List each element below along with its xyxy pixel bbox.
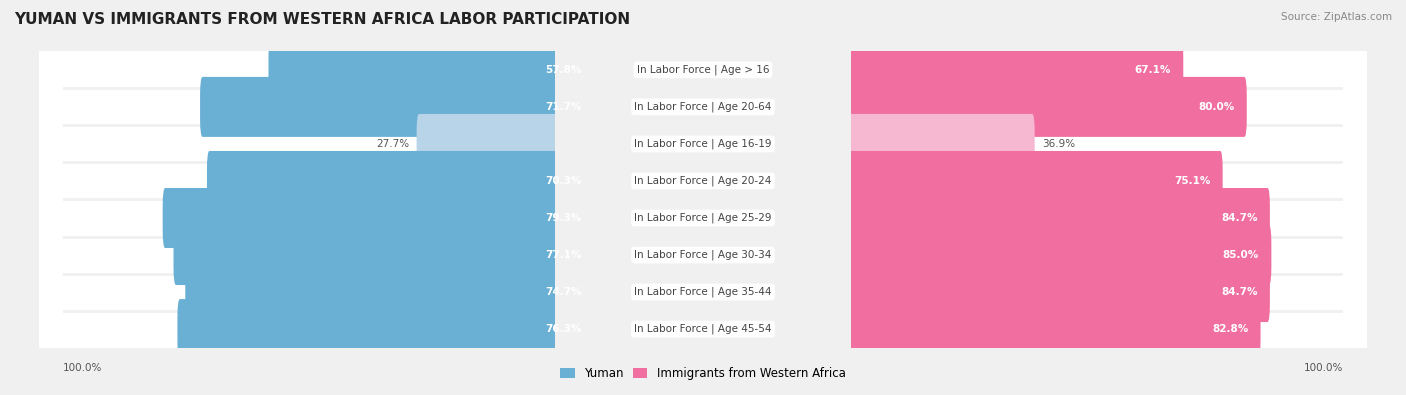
FancyBboxPatch shape (851, 51, 1367, 88)
FancyBboxPatch shape (163, 188, 558, 248)
Text: 100.0%: 100.0% (63, 363, 103, 373)
FancyBboxPatch shape (38, 51, 555, 88)
Text: 67.1%: 67.1% (1135, 65, 1171, 75)
Text: 70.3%: 70.3% (546, 176, 582, 186)
FancyBboxPatch shape (38, 162, 555, 199)
FancyBboxPatch shape (269, 40, 558, 100)
FancyBboxPatch shape (173, 225, 558, 285)
FancyBboxPatch shape (38, 88, 555, 126)
Text: In Labor Force | Age 20-24: In Labor Force | Age 20-24 (634, 176, 772, 186)
Text: 84.7%: 84.7% (1220, 287, 1257, 297)
FancyBboxPatch shape (416, 114, 558, 174)
Text: In Labor Force | Age 25-29: In Labor Force | Age 25-29 (634, 213, 772, 223)
FancyBboxPatch shape (848, 77, 1247, 137)
FancyBboxPatch shape (848, 151, 1223, 211)
FancyBboxPatch shape (848, 188, 1270, 248)
Text: YUMAN VS IMMIGRANTS FROM WESTERN AFRICA LABOR PARTICIPATION: YUMAN VS IMMIGRANTS FROM WESTERN AFRICA … (14, 12, 630, 27)
Text: 74.7%: 74.7% (546, 287, 582, 297)
FancyBboxPatch shape (851, 88, 1367, 126)
Text: 85.0%: 85.0% (1223, 250, 1260, 260)
FancyBboxPatch shape (38, 273, 555, 310)
FancyBboxPatch shape (851, 162, 1367, 199)
FancyBboxPatch shape (200, 77, 558, 137)
Text: 79.3%: 79.3% (546, 213, 582, 223)
Text: In Labor Force | Age 16-19: In Labor Force | Age 16-19 (634, 139, 772, 149)
Text: 100.0%: 100.0% (1303, 363, 1343, 373)
Text: 82.8%: 82.8% (1212, 324, 1249, 334)
FancyBboxPatch shape (851, 126, 1367, 162)
FancyBboxPatch shape (851, 199, 1367, 237)
Text: 36.9%: 36.9% (1042, 139, 1076, 149)
Text: 77.1%: 77.1% (546, 250, 582, 260)
FancyBboxPatch shape (851, 273, 1367, 310)
Text: 57.8%: 57.8% (546, 65, 582, 75)
Text: 84.7%: 84.7% (1220, 213, 1257, 223)
Text: In Labor Force | Age 35-44: In Labor Force | Age 35-44 (634, 287, 772, 297)
FancyBboxPatch shape (848, 225, 1271, 285)
Text: 27.7%: 27.7% (375, 139, 409, 149)
Text: 80.0%: 80.0% (1198, 102, 1234, 112)
Text: In Labor Force | Age 45-54: In Labor Force | Age 45-54 (634, 324, 772, 334)
FancyBboxPatch shape (38, 199, 555, 237)
FancyBboxPatch shape (851, 310, 1367, 348)
Text: 75.1%: 75.1% (1174, 176, 1211, 186)
FancyBboxPatch shape (848, 40, 1184, 100)
Text: In Labor Force | Age 30-34: In Labor Force | Age 30-34 (634, 250, 772, 260)
FancyBboxPatch shape (848, 262, 1270, 322)
FancyBboxPatch shape (38, 126, 555, 162)
Text: 76.3%: 76.3% (546, 324, 582, 334)
FancyBboxPatch shape (38, 237, 555, 273)
FancyBboxPatch shape (186, 262, 558, 322)
FancyBboxPatch shape (177, 299, 558, 359)
Legend: Yuman, Immigrants from Western Africa: Yuman, Immigrants from Western Africa (555, 363, 851, 385)
Text: In Labor Force | Age > 16: In Labor Force | Age > 16 (637, 65, 769, 75)
FancyBboxPatch shape (38, 310, 555, 348)
Text: Source: ZipAtlas.com: Source: ZipAtlas.com (1281, 12, 1392, 22)
FancyBboxPatch shape (848, 114, 1035, 174)
FancyBboxPatch shape (207, 151, 558, 211)
FancyBboxPatch shape (851, 237, 1367, 273)
FancyBboxPatch shape (848, 299, 1261, 359)
Text: 71.7%: 71.7% (546, 102, 582, 112)
Text: In Labor Force | Age 20-64: In Labor Force | Age 20-64 (634, 102, 772, 112)
